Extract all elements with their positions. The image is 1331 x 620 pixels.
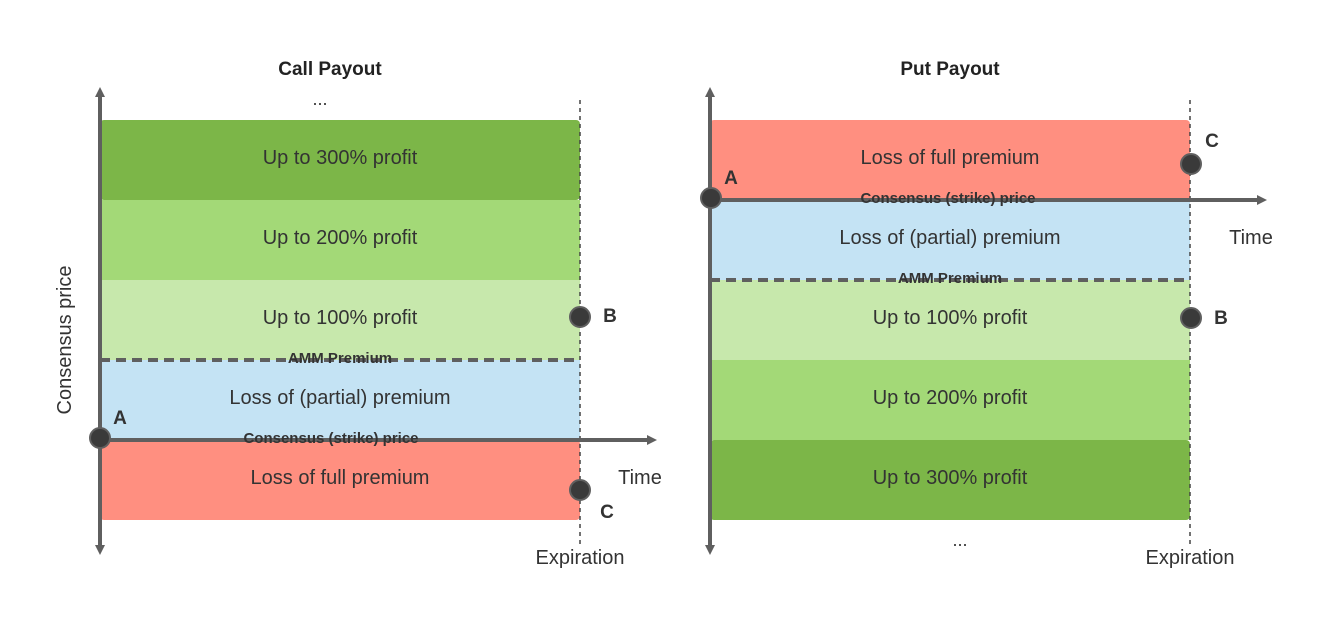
call-y-axis-label: Consensus price xyxy=(54,266,76,415)
call-band-300-profit xyxy=(100,120,580,200)
call-band-partial-loss-label: Loss of (partial) premium xyxy=(229,387,450,409)
put-band-100-profit xyxy=(710,280,1190,360)
put-band-200-profit xyxy=(710,360,1190,440)
put-band-partial-loss xyxy=(710,200,1190,280)
call-strike-label: Consensus (strike) price xyxy=(243,430,418,447)
call-band-100-profit xyxy=(100,280,580,360)
put-point-b xyxy=(1180,307,1202,329)
call-point-c xyxy=(569,479,591,501)
put-band-300-profit xyxy=(710,440,1190,520)
put-strike-label: Consensus (strike) price xyxy=(860,190,1035,207)
call-amm-premium-label: AMM Premium xyxy=(288,350,392,367)
put-band-partial-loss-label: Loss of (partial) premium xyxy=(839,227,1060,249)
call-band-partial-loss xyxy=(100,360,580,440)
call-band-100-label: Up to 100% profit xyxy=(263,307,418,329)
call-band-full-loss xyxy=(100,440,580,520)
call-point-b-label: B xyxy=(603,306,617,327)
put-x-axis-label: Time xyxy=(1229,227,1273,249)
call-expiration-label: Expiration xyxy=(536,547,625,569)
call-band-300-label: Up to 300% profit xyxy=(263,147,418,169)
call-point-b xyxy=(569,306,591,328)
put-payout-panel: Put Payout Loss of full premium Loss of … xyxy=(700,59,1273,569)
call-point-a-label: A xyxy=(113,408,127,429)
put-band-200-label: Up to 200% profit xyxy=(873,387,1028,409)
call-payout-panel: Call Payout ... Up to 300% profit Up to … xyxy=(54,59,662,569)
put-band-full-loss xyxy=(710,120,1190,200)
put-band-full-loss-label: Loss of full premium xyxy=(861,147,1040,169)
call-x-axis-label: Time xyxy=(618,467,662,489)
call-title: Call Payout xyxy=(278,59,382,80)
put-band-300-label: Up to 300% profit xyxy=(873,467,1028,489)
put-band-100-label: Up to 100% profit xyxy=(873,307,1028,329)
put-point-a xyxy=(700,187,722,209)
call-top-ellipsis: ... xyxy=(312,89,327,109)
put-title: Put Payout xyxy=(900,59,1000,80)
put-point-a-label: A xyxy=(724,168,738,189)
put-point-c-label: C xyxy=(1205,131,1219,152)
call-point-c-label: C xyxy=(600,502,614,523)
put-point-c xyxy=(1180,153,1202,175)
call-band-full-loss-label: Loss of full premium xyxy=(251,467,430,489)
put-bottom-ellipsis: ... xyxy=(952,530,967,550)
call-band-200-label: Up to 200% profit xyxy=(263,227,418,249)
call-band-200-profit xyxy=(100,200,580,280)
call-point-a xyxy=(89,427,111,449)
put-point-b-label: B xyxy=(1214,308,1228,329)
put-amm-premium-label: AMM Premium xyxy=(898,270,1002,287)
put-expiration-label: Expiration xyxy=(1146,547,1235,569)
